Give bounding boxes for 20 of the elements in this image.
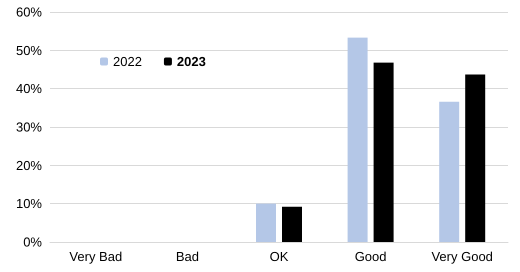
- y-tick-label: 40%: [16, 81, 42, 96]
- x-tick-label: Very Good: [431, 249, 493, 264]
- y-tick-label: 20%: [16, 158, 42, 173]
- legend-label: 2023: [176, 54, 206, 69]
- x-tick-label: Very Bad: [69, 249, 122, 264]
- y-tick-label: 0%: [23, 234, 42, 250]
- bar: [439, 102, 460, 242]
- bar: [348, 38, 368, 242]
- bar: [282, 206, 302, 242]
- x-tick-label: OK: [270, 249, 289, 264]
- y-tick-label: 30%: [16, 120, 42, 134]
- y-tick-label: 10%: [16, 196, 42, 212]
- x-tick-label: Good: [354, 249, 387, 264]
- bar: [374, 62, 394, 242]
- y-tick-label: 60%: [16, 4, 42, 20]
- y-tick-label: 50%: [16, 42, 42, 58]
- legend-label: 2022: [113, 54, 142, 69]
- x-tick-label: Bad: [176, 249, 199, 264]
- bar: [256, 204, 276, 242]
- bar: [465, 74, 486, 242]
